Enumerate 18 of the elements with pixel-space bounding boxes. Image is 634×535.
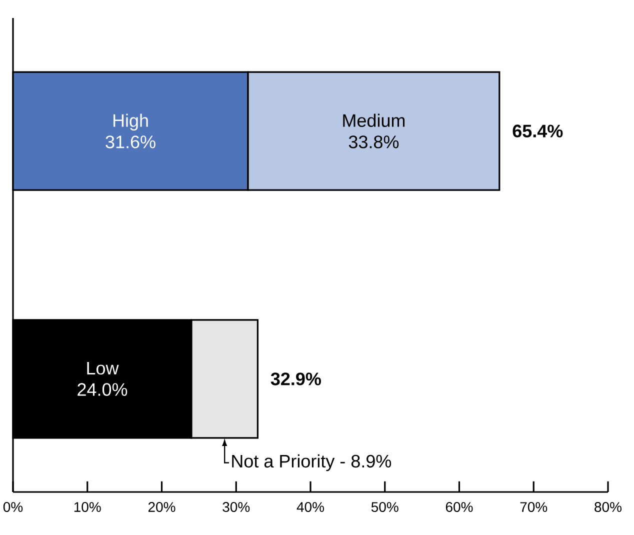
legend-label: Not a Priority - 8.9% — [232, 454, 392, 472]
data-label: 31.6% — [106, 136, 156, 148]
x-tick-label: 30% — [222, 502, 250, 512]
x-tick-label: 70% — [520, 502, 548, 512]
series-label: High — [113, 114, 148, 131]
x-tick-label: 20% — [148, 502, 176, 512]
x-tick-label: 0% — [3, 502, 23, 512]
series-label: Low — [87, 362, 119, 375]
x-tick-label: 10% — [74, 502, 101, 512]
x-tick-label: 50% — [371, 502, 398, 512]
series-label: Medium — [343, 114, 405, 127]
data-label: 24.0% — [78, 383, 128, 396]
data-label: 33.8% — [348, 136, 399, 148]
x-tick-label: 40% — [296, 502, 324, 512]
total-label: 32.9% — [270, 372, 321, 386]
x-tick-label: 60% — [446, 502, 473, 512]
x-tick-label: 80% — [594, 502, 622, 512]
total-label: 65.4% — [512, 124, 563, 138]
